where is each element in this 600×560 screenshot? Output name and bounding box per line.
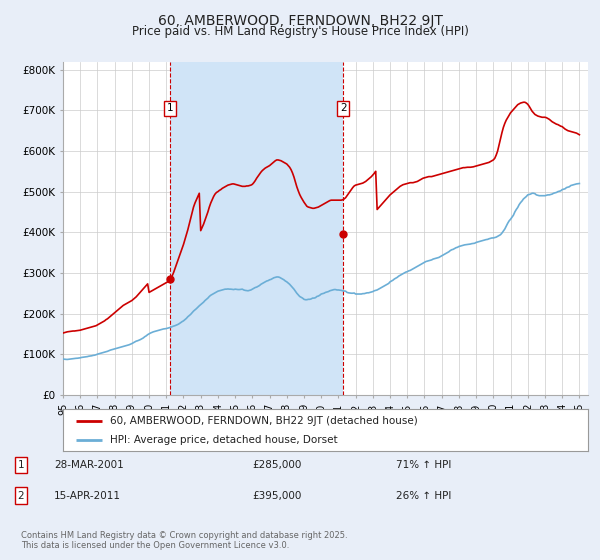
Text: £285,000: £285,000 [252, 460, 301, 470]
Text: Contains HM Land Registry data © Crown copyright and database right 2025.
This d: Contains HM Land Registry data © Crown c… [21, 530, 347, 550]
Text: 60, AMBERWOOD, FERNDOWN, BH22 9JT (detached house): 60, AMBERWOOD, FERNDOWN, BH22 9JT (detac… [110, 416, 418, 426]
Text: 2: 2 [340, 103, 347, 113]
Text: HPI: Average price, detached house, Dorset: HPI: Average price, detached house, Dors… [110, 435, 338, 445]
Bar [170, 62, 343, 395]
Text: 26% ↑ HPI: 26% ↑ HPI [396, 491, 451, 501]
Text: 1: 1 [167, 103, 174, 113]
Text: 2: 2 [17, 491, 25, 501]
Text: 28-MAR-2001: 28-MAR-2001 [54, 460, 124, 470]
Text: £395,000: £395,000 [252, 491, 301, 501]
Text: 71% ↑ HPI: 71% ↑ HPI [396, 460, 451, 470]
Text: 15-APR-2011: 15-APR-2011 [54, 491, 121, 501]
Text: Price paid vs. HM Land Registry's House Price Index (HPI): Price paid vs. HM Land Registry's House … [131, 25, 469, 38]
Text: 1: 1 [17, 460, 25, 470]
Text: 60, AMBERWOOD, FERNDOWN, BH22 9JT: 60, AMBERWOOD, FERNDOWN, BH22 9JT [158, 14, 442, 28]
